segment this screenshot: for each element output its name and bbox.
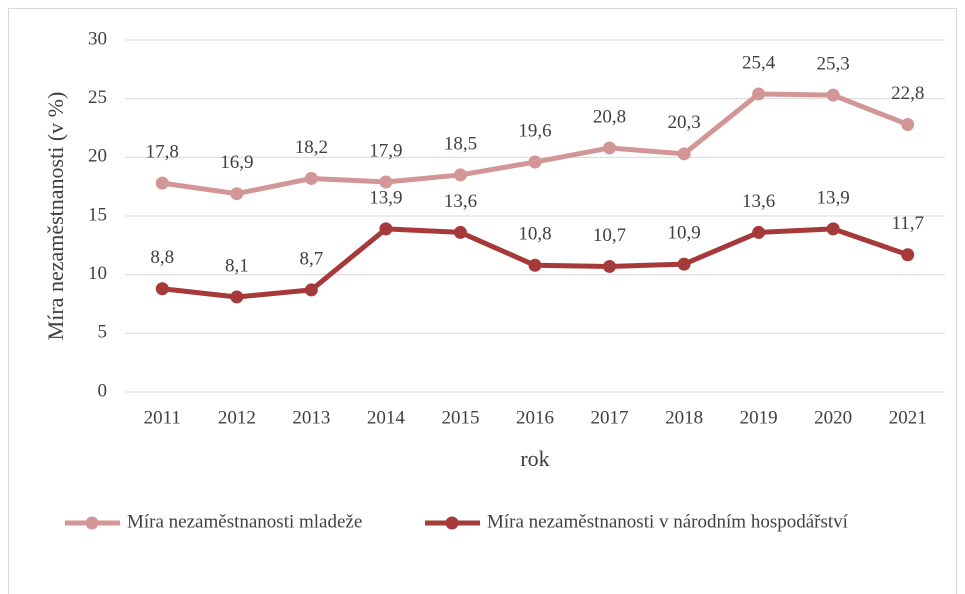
data-label: 13,6 [444, 191, 477, 212]
point [230, 187, 244, 201]
point [677, 147, 691, 161]
point [826, 88, 840, 102]
x-tick-label: 2018 [665, 407, 703, 428]
x-tick-label: 2021 [889, 407, 927, 428]
y-tick-label: 20 [88, 146, 107, 167]
y-tick-label: 0 [98, 380, 108, 401]
data-label: 19,6 [518, 120, 551, 141]
y-tick-label: 5 [98, 322, 108, 343]
point [603, 141, 617, 155]
x-tick-label: 2019 [740, 407, 778, 428]
point [528, 258, 542, 272]
x-tick-label: 2011 [144, 407, 181, 428]
data-label: 25,4 [742, 52, 776, 73]
data-label: 16,9 [220, 152, 253, 173]
data-label: 10,7 [593, 225, 626, 246]
data-label: 8,7 [299, 248, 323, 269]
point [155, 282, 169, 296]
point [603, 259, 617, 273]
data-label: 13,9 [369, 187, 402, 208]
point [826, 222, 840, 236]
data-label: 17,8 [146, 142, 179, 163]
point [304, 171, 318, 185]
point [752, 87, 766, 101]
data-label: 10,8 [518, 224, 551, 245]
data-label: 18,5 [444, 133, 477, 154]
x-axis-label: rok [520, 446, 549, 471]
point [379, 175, 393, 189]
series-line [161, 91, 909, 197]
y-axis-label: Míra nezaměstnanosti (v %) [43, 92, 68, 341]
data-label: 13,9 [817, 187, 850, 208]
x-tick-label: 2020 [814, 407, 852, 428]
data-label: 8,1 [225, 255, 249, 276]
data-label: 20,3 [667, 112, 700, 133]
data-label: 10,9 [667, 222, 700, 243]
point [453, 168, 467, 182]
data-label: 11,7 [891, 213, 924, 234]
legend-marker [85, 516, 99, 530]
point [155, 176, 169, 190]
point [528, 155, 542, 169]
legend-label: Míra nezaměstnanosti v národním hospodář… [487, 511, 849, 532]
x-tick-label: 2012 [218, 407, 256, 428]
data-label: 22,8 [891, 83, 924, 104]
x-tick-label: 2014 [367, 407, 406, 428]
point [230, 290, 244, 304]
data-label: 25,3 [817, 54, 850, 75]
point [453, 225, 467, 239]
legend-marker [445, 516, 459, 530]
point [379, 222, 393, 236]
y-tick-label: 10 [88, 263, 107, 284]
x-tick-label: 2015 [441, 407, 479, 428]
y-tick-label: 30 [88, 28, 107, 49]
legend-label: Míra nezaměstnanosti mladeže [127, 511, 362, 532]
point [677, 257, 691, 271]
point [752, 225, 766, 239]
point [304, 283, 318, 297]
y-tick-label: 15 [88, 204, 107, 225]
chart-border [8, 8, 957, 594]
point [901, 117, 915, 131]
data-label: 20,8 [593, 106, 626, 127]
data-label: 13,6 [742, 191, 775, 212]
x-tick-label: 2017 [591, 407, 629, 428]
data-label: 17,9 [369, 140, 402, 161]
data-label: 8,8 [150, 247, 174, 268]
y-tick-label: 25 [88, 87, 107, 108]
data-label: 18,2 [295, 137, 328, 158]
point [901, 248, 915, 262]
x-tick-label: 2016 [516, 407, 554, 428]
x-tick-label: 2013 [292, 407, 330, 428]
